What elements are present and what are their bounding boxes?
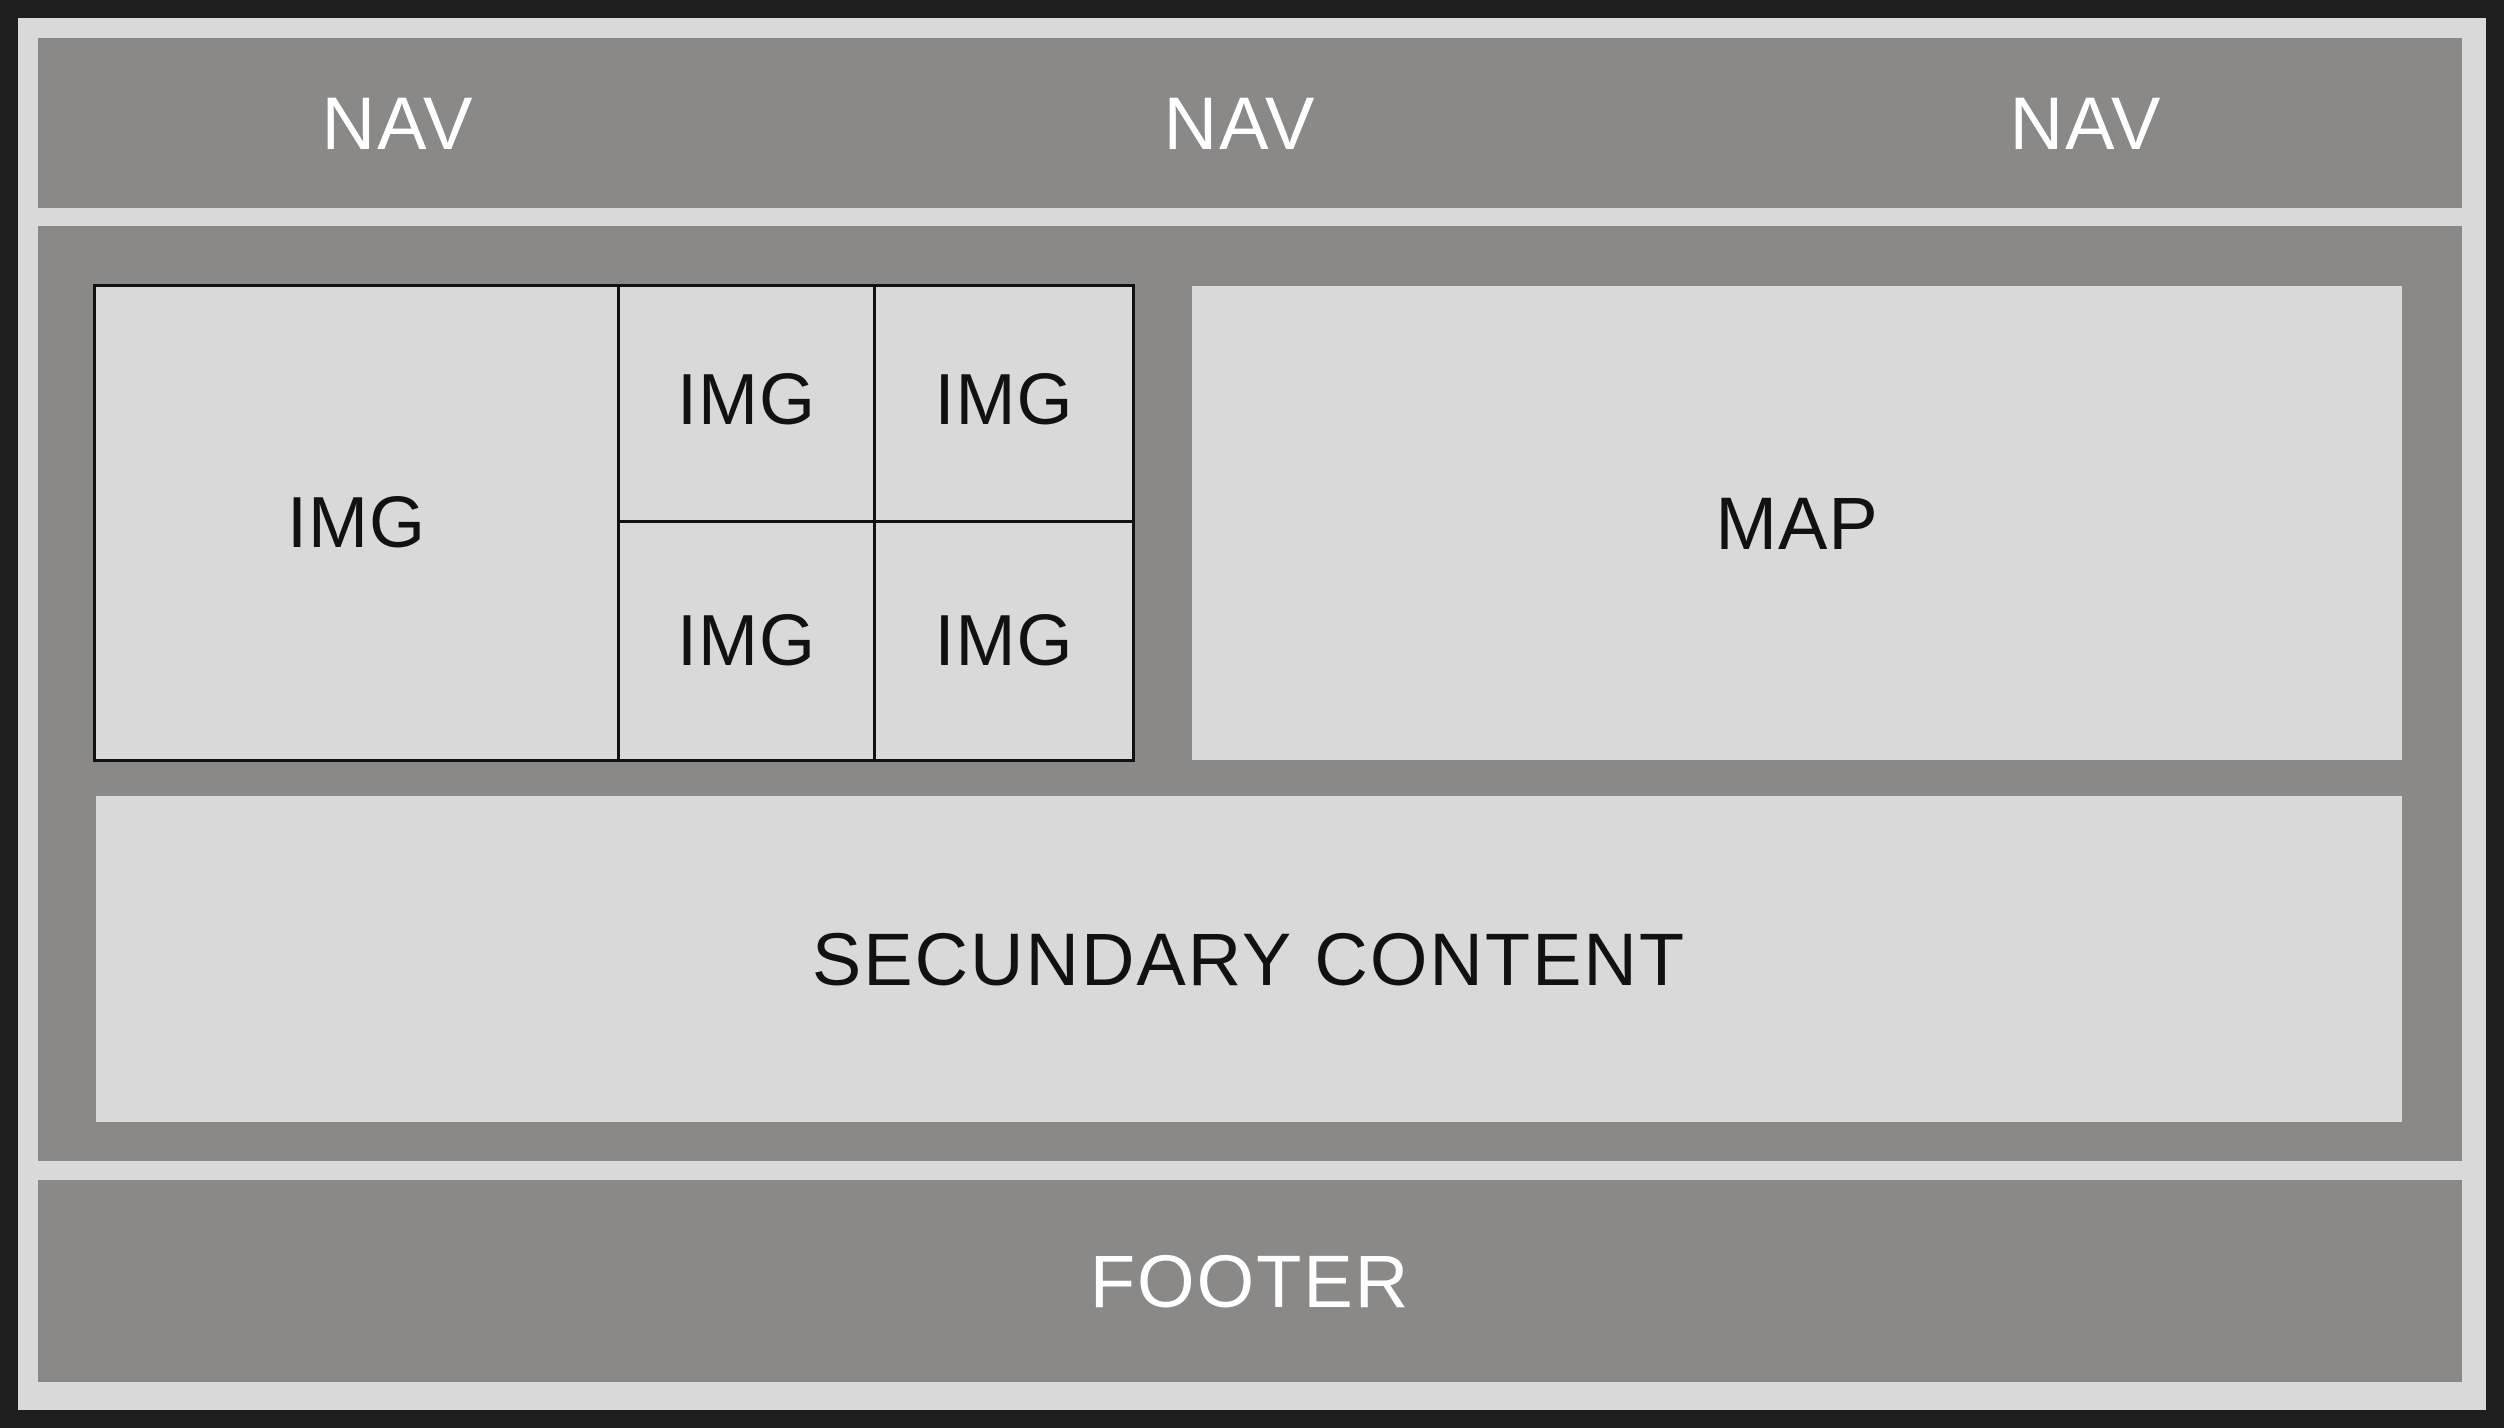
nav-item-3[interactable]: NAV: [2009, 81, 2163, 165]
gallery-image-thumb-1-label: IMG: [677, 359, 816, 440]
gallery-image-thumb-2: IMG: [876, 287, 1132, 523]
gallery-image-thumb-3: IMG: [620, 523, 876, 759]
map-label: MAP: [1715, 481, 1879, 565]
footer-label: FOOTER: [1089, 1239, 1411, 1323]
gallery-image-thumb-2-label: IMG: [934, 359, 1074, 440]
image-gallery: IMG IMG IMG IMG IMG: [93, 284, 1135, 762]
gallery-image-thumb-1: IMG: [620, 287, 876, 523]
footer: FOOTER: [38, 1180, 2462, 1382]
nav-bar: NAV NAV NAV: [38, 38, 2462, 208]
gallery-image-main: IMG: [96, 287, 620, 759]
nav-item-1[interactable]: NAV: [321, 81, 475, 165]
gallery-image-thumb-3-label: IMG: [677, 601, 816, 681]
gallery-image-thumb-4: IMG: [876, 523, 1132, 759]
secondary-content-block: SECUNDARY CONTENT: [96, 796, 2402, 1122]
gallery-image-thumb-4-label: IMG: [934, 601, 1074, 681]
map-block: MAP: [1192, 286, 2402, 760]
gallery-image-main-label: IMG: [287, 483, 426, 563]
secondary-content-label: SECUNDARY CONTENT: [811, 917, 1687, 1001]
nav-item-2[interactable]: NAV: [1163, 81, 1317, 165]
